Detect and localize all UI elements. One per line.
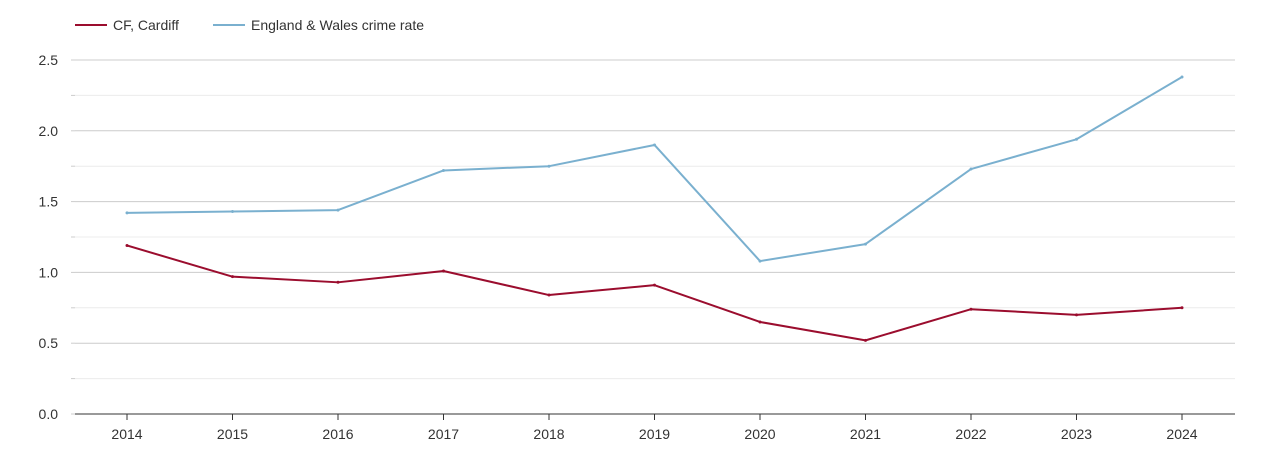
data-point [864,338,867,342]
data-point [969,167,973,171]
x-tick-label: 2017 [428,426,459,442]
series-line-england-wales [126,76,1183,263]
x-tick-label: 2018 [533,426,564,442]
y-tick-label: 1.5 [39,194,59,210]
data-point [547,293,551,297]
axes [71,59,1235,420]
data-points [125,75,1184,342]
x-tick-label: 2014 [111,426,142,442]
x-tick-label: 2021 [850,426,881,442]
data-point [653,283,656,287]
x-tick-label: 2024 [1166,426,1197,442]
data-point [653,143,656,147]
data-point [442,168,445,172]
data-point [125,243,129,247]
legend-label-cardiff: CF, Cardiff [113,17,179,33]
x-tick-label: 2015 [217,426,248,442]
x-tick-label: 2019 [639,426,670,442]
x-tick-label: 2023 [1061,426,1092,442]
data-point [758,259,762,263]
data-point [231,275,234,279]
data-point [969,307,973,311]
data-point [1075,137,1078,141]
data-point [1180,75,1184,79]
y-axis-tick-labels: 0.0 0.5 1.0 1.5 2.0 2.5 [39,52,59,422]
gridlines [75,59,1235,380]
data-point [336,280,340,284]
y-tick-label: 1.0 [39,264,59,280]
x-tick-label: 2022 [955,426,986,442]
x-tick-label: 2016 [322,426,353,442]
data-point [1180,306,1184,310]
y-tick-label: 0.0 [39,406,59,422]
y-tick-label: 2.5 [39,52,59,68]
data-point [231,210,234,214]
data-point [336,208,340,212]
data-point [125,211,129,215]
y-tick-label: 0.5 [39,335,59,351]
data-point [1075,313,1078,317]
legend-label-england-wales: England & Wales crime rate [251,17,424,33]
data-point [547,164,551,168]
data-point [864,242,867,246]
x-axis-tick-labels: 2014 2015 2016 2017 2018 2019 2020 2021 … [111,426,1197,442]
x-tick-label: 2020 [744,426,775,442]
series-lines [126,76,1183,342]
legend: CF, Cardiff England & Wales crime rate [75,17,424,33]
data-point [758,320,762,324]
series-line-cardiff [126,244,1183,342]
data-point [442,269,445,273]
y-tick-label: 2.0 [39,123,59,139]
